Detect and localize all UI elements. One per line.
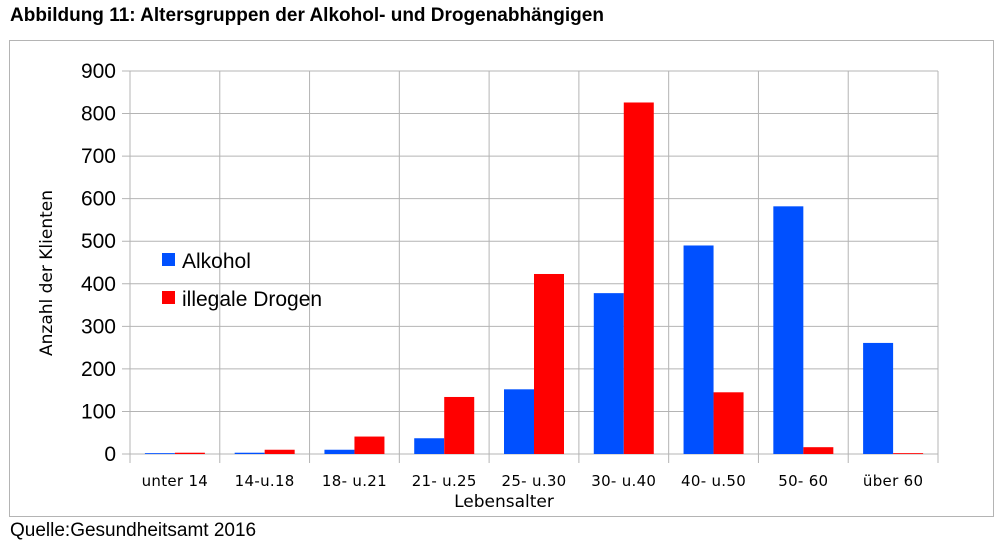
x-axis-title: Lebensalter — [454, 492, 554, 512]
bar-chart: 0 100 200 300 400 500 600 700 800 900 unter 14 14-u… — [37, 60, 939, 512]
y-tick-label: 400 — [81, 273, 116, 296]
bars — [144, 102, 924, 454]
bar-alkohol — [144, 453, 175, 454]
y-tick-label: 700 — [81, 145, 116, 168]
legend: Alkohol illegale Drogen — [162, 250, 322, 311]
x-tick-label: 18- u.21 — [322, 472, 387, 490]
bar-alkohol — [414, 438, 445, 454]
x-tick-label: 21- u.25 — [412, 472, 477, 490]
bar-alkohol — [863, 342, 894, 454]
x-tick-label: über 60 — [863, 472, 923, 490]
page-title: Abbildung 11: Altersgruppen der Alkohol-… — [10, 5, 604, 26]
x-tick-label: 50- 60 — [778, 472, 828, 490]
bar-alkohol — [504, 389, 534, 454]
x-tick-label: unter 14 — [142, 472, 209, 490]
y-tick-label: 200 — [81, 358, 116, 381]
bar-illegale-drogen — [623, 102, 654, 454]
legend-swatch-illegale-drogen — [162, 291, 175, 304]
bar-alkohol — [324, 449, 355, 454]
bar-alkohol — [683, 245, 714, 454]
bar-illegale-drogen — [803, 447, 834, 454]
y-tick-label: 800 — [81, 103, 116, 126]
bar-alkohol — [234, 452, 265, 454]
bar-illegale-drogen — [264, 449, 295, 454]
source-note: Quelle:Gesundheitsamt 2016 — [10, 520, 257, 541]
bar-illegale-drogen — [444, 396, 475, 454]
y-tick-label: 100 — [81, 400, 116, 423]
x-tick-label: 14-u.18 — [235, 472, 295, 490]
bar-alkohol — [773, 206, 804, 454]
bar-illegale-drogen — [534, 273, 564, 454]
y-tick-label: 0 — [104, 443, 116, 466]
bar-illegale-drogen — [354, 436, 385, 454]
y-tick-label: 600 — [81, 188, 116, 211]
x-tick-label: 40- u.50 — [681, 472, 746, 490]
grid-lines — [122, 70, 939, 463]
chart-frame: 0 100 200 300 400 500 600 700 800 900 unter 14 14-u… — [9, 40, 994, 517]
y-axis-title: Anzahl der Klienten — [37, 190, 57, 356]
bar-alkohol — [593, 293, 624, 454]
bar-illegale-drogen — [174, 452, 205, 454]
x-tick-label: 30- u.40 — [591, 472, 656, 490]
bar-illegale-drogen — [713, 392, 744, 454]
y-tick-label: 300 — [81, 315, 116, 338]
legend-swatch-alkohol — [162, 253, 175, 266]
axes: 0 100 200 300 400 500 600 700 800 900 unter 14 14-u… — [81, 60, 923, 490]
bar-illegale-drogen — [893, 453, 924, 454]
x-tick-label: 25- u.30 — [501, 472, 566, 490]
legend-label-alkohol: Alkohol — [182, 250, 251, 273]
legend-label-illegale-drogen: illegale Drogen — [182, 288, 322, 311]
y-tick-label: 900 — [81, 60, 116, 83]
y-tick-label: 500 — [81, 230, 116, 253]
